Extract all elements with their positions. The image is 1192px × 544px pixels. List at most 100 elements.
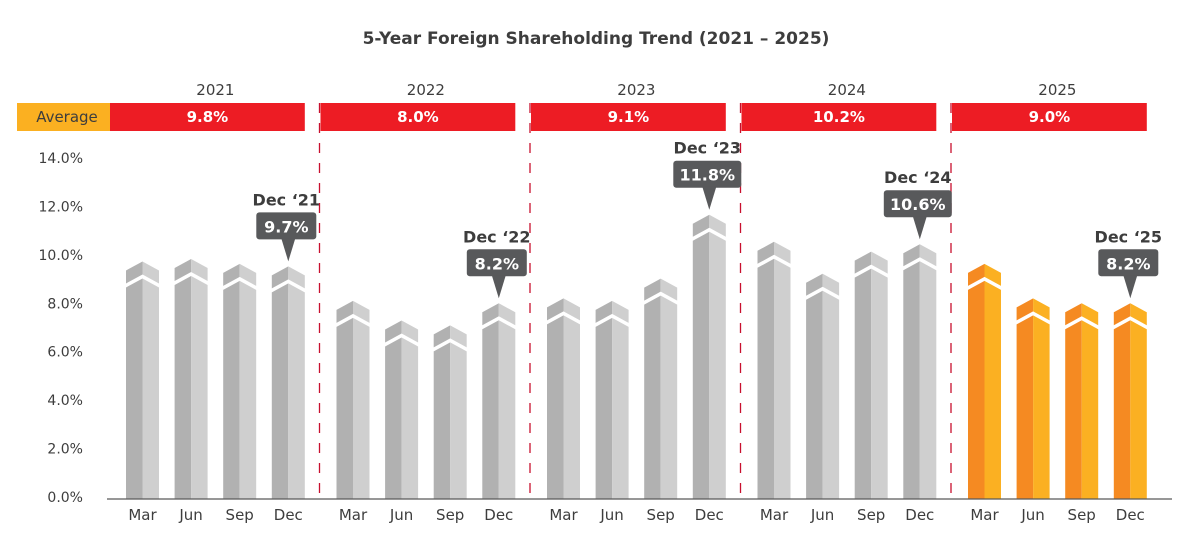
- bar-body-left: [1016, 315, 1034, 499]
- bar-body-left: [482, 320, 499, 499]
- average-bar: [320, 103, 516, 131]
- chart-title: 5-Year Foreign Shareholding Trend (2021 …: [363, 29, 830, 49]
- callout-box: [1098, 249, 1159, 277]
- year-label: 2024: [828, 81, 866, 99]
- average-legend: Average: [17, 103, 118, 131]
- bar-cap-right: [563, 298, 580, 321]
- x-tick-label: Jun: [1020, 506, 1044, 524]
- y-tick-label: 14.0%: [39, 151, 83, 167]
- bar-body-right: [709, 231, 726, 499]
- bar-2021-jun: [174, 259, 208, 499]
- bar-2021-dec: [271, 266, 305, 499]
- bar-body-left: [223, 280, 240, 499]
- bar-cap-right: [612, 300, 629, 323]
- average-label-background: [17, 103, 118, 131]
- bar-body-right: [191, 276, 208, 499]
- callout-pointer: [912, 216, 927, 240]
- bar-2023-jun: [595, 300, 629, 499]
- bar-cap-right: [239, 263, 257, 286]
- bar-cap-left: [547, 298, 564, 321]
- bar-body-right: [984, 280, 1001, 499]
- bar-body-left: [385, 337, 402, 499]
- x-tick-label: Mar: [970, 506, 999, 524]
- callout-value: 8.2%: [1106, 254, 1150, 273]
- bar-cap-right: [1033, 298, 1050, 321]
- average-bar: [741, 103, 937, 131]
- bar-body-right: [142, 278, 159, 499]
- callout-2025: 8.2% Dec ‘25: [1095, 227, 1162, 299]
- year-groups: 2021 9.8% Mar Jun Sep Dec 9.7% Dec ‘21 2022 8.0% M…: [110, 81, 1162, 524]
- x-tick-label: Dec: [1116, 506, 1145, 524]
- average-bar: [531, 103, 726, 131]
- bar-cap-left: [1113, 303, 1131, 326]
- bar-2025-mar: [968, 263, 1001, 499]
- x-tick-label: Sep: [436, 506, 464, 524]
- y-tick-label: 12.0%: [39, 199, 83, 215]
- callout-value: 10.6%: [890, 195, 946, 214]
- bar-cap-left: [595, 300, 613, 323]
- bar-cap-left: [482, 303, 499, 326]
- bar-cap-right: [709, 214, 726, 237]
- bar-body-left: [854, 268, 872, 499]
- bar-body-left: [126, 278, 143, 499]
- y-tick-label: 10.0%: [39, 248, 83, 264]
- bar-cap-left: [336, 300, 353, 323]
- year-label: 2025: [1038, 81, 1076, 99]
- bar-body-right: [871, 268, 888, 499]
- x-tick-label: Mar: [549, 506, 578, 524]
- bar-body-right: [612, 317, 629, 499]
- x-tick-label: Jun: [178, 506, 202, 524]
- bar-2022-sep: [433, 325, 467, 499]
- bar-body-right: [401, 337, 419, 499]
- x-tick-label: Sep: [857, 506, 885, 524]
- year-group-2025: 2025 9.0% Mar Jun Sep Dec 8.2% Dec ‘25: [952, 81, 1162, 524]
- bar-body-left: [595, 317, 613, 499]
- bar-2025-dec: [1113, 303, 1147, 499]
- bar-2024-dec: [903, 244, 937, 499]
- callout-label: Dec ‘23: [674, 139, 742, 158]
- x-tick-label: Mar: [128, 506, 157, 524]
- callout-box: [673, 160, 742, 188]
- average-bar: [110, 103, 305, 131]
- bar-2021-sep: [223, 263, 257, 499]
- bar-cap-right: [871, 251, 888, 274]
- bar-body-left: [271, 283, 289, 499]
- bar-cap-left: [433, 325, 451, 348]
- bar-body-right: [239, 280, 257, 499]
- bar-body-left: [174, 276, 192, 499]
- callout-value: 11.8%: [680, 166, 736, 185]
- bar-body-left: [433, 342, 451, 499]
- callout-label: Dec ‘24: [884, 168, 952, 187]
- bar-2025-jun: [1016, 298, 1050, 499]
- bar-cap-left: [968, 263, 985, 286]
- year-group-2021: 2021 9.8% Mar Jun Sep Dec 9.7% Dec ‘21: [110, 81, 320, 524]
- callout-label: Dec ‘21: [253, 190, 321, 209]
- bar-body-right: [353, 317, 370, 499]
- y-tick-label: 2.0%: [47, 442, 83, 458]
- x-tick-label: Mar: [339, 506, 368, 524]
- x-tick-label: Dec: [484, 506, 513, 524]
- bar-cap-left: [644, 278, 661, 301]
- bar-cap-left: [174, 259, 192, 281]
- bar-cap-left: [223, 263, 240, 286]
- bar-body-right: [1081, 320, 1099, 499]
- average-value: 8.0%: [397, 108, 439, 126]
- callout-value: 9.7%: [264, 217, 308, 236]
- bar-body-left: [806, 290, 823, 499]
- callout-pointer: [1123, 275, 1138, 299]
- bar-cap-right: [774, 241, 791, 264]
- bar-cap-left: [757, 241, 774, 264]
- y-tick-label: 6.0%: [47, 345, 83, 361]
- bar-cap-right: [191, 259, 208, 281]
- bar-cap-left: [1016, 298, 1034, 321]
- bar-body-right: [1033, 315, 1050, 499]
- bar-body-left: [903, 261, 920, 499]
- bar-cap-right: [401, 320, 419, 343]
- year-group-2023: 2023 9.1% Mar Jun Sep Dec 11.8% Dec ‘23: [531, 81, 742, 524]
- y-tick-label: 4.0%: [47, 393, 83, 409]
- bar-cap-right: [1130, 303, 1147, 326]
- callout-box: [466, 249, 527, 277]
- x-tick-label: Jun: [599, 506, 623, 524]
- average-value: 10.2%: [813, 108, 865, 126]
